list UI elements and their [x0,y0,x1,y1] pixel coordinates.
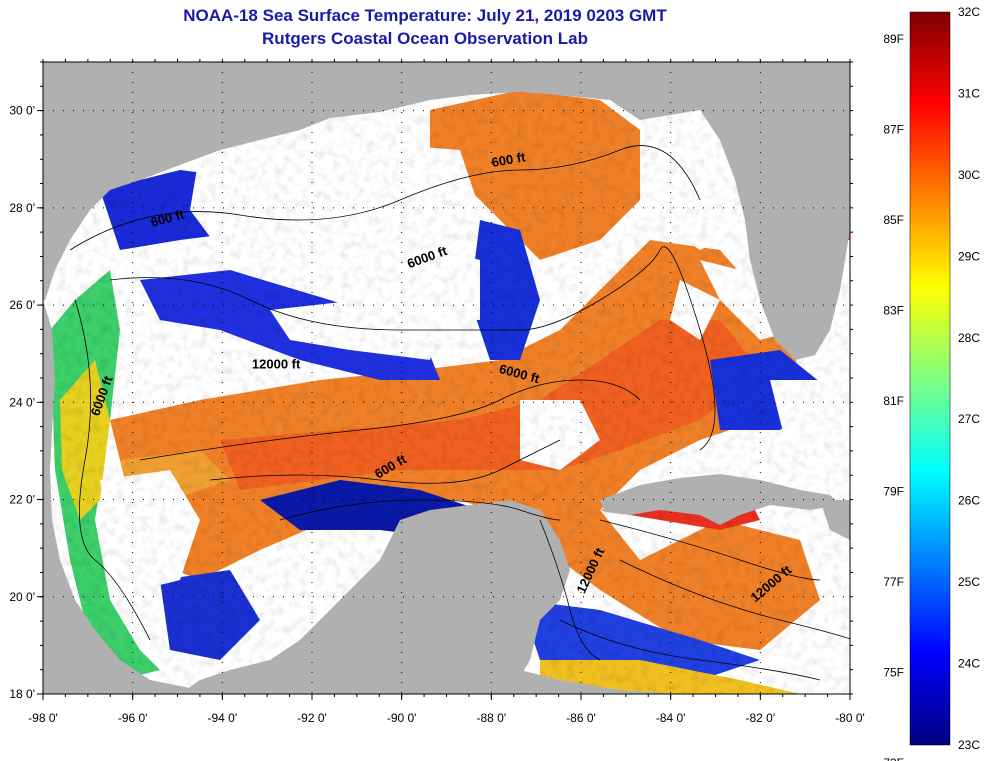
land-masses [43,62,850,694]
colorbar-celsius-label: 32C [958,5,980,19]
lat-tick-label: 24 0' [9,395,35,409]
lat-tick-label: 28 0' [9,201,35,215]
colorbar-celsius-label: 27C [958,412,980,426]
lon-tick-label: -88 0' [477,711,507,725]
contour-label: 600 ft [490,149,527,170]
map-subtitle: Rutgers Coastal Ocean Observation Lab [262,29,588,48]
contour-label: 12000 ft [252,356,301,371]
lon-tick-label: -92 0' [297,711,327,725]
colorbar-labels: 32C 31C 30C 29C 28C 27C 26C 25C 24C 23C 89F 87F 85F 8… [883,5,980,761]
lat-tick-label: 22 0' [9,493,35,507]
lon-tick-label: -94 0' [208,711,238,725]
colorbar-fahrenheit-label: 79F [883,485,904,499]
colorbar-celsius-label: 30C [958,168,980,182]
colorbar-fahrenheit-label: 89F [883,32,904,46]
lat-tick-label: 30 0' [9,104,35,118]
colorbar-celsius-label: 31C [958,86,980,100]
lat-tick-label: 18 0' [9,687,35,701]
colorbar-gradient [909,11,951,746]
lon-tick-label: -86 0' [566,711,596,725]
colorbar-fahrenheit-label: 75F [883,666,904,680]
colorbar-fahrenheit-label: 77F [883,575,904,589]
colorbar-fahrenheit-label: 85F [883,213,904,227]
lon-tick-label: -96 0' [118,711,148,725]
colorbar-celsius-label: 23C [958,738,980,752]
axis-ticks [37,59,853,700]
colorbar-celsius-label: 25C [958,575,980,589]
colorbar-celsius-label: 24C [958,657,980,671]
map-title: NOAA-18 Sea Surface Temperature: July 21… [183,6,667,25]
lon-tick-label: -98 0' [28,711,58,725]
lon-tick-label: -82 0' [746,711,776,725]
depth-contours [69,145,850,681]
colorbar-fahrenheit-label: 87F [883,123,904,137]
colorbar-fahrenheit-label: 83F [883,304,904,318]
colorbar-fahrenheit-label: 73F [883,756,904,761]
lon-tick-label: -90 0' [387,711,417,725]
colorbar-celsius-label: 28C [958,331,980,345]
lat-tick-label: 20 0' [9,590,35,604]
lat-tick-label: 26 0' [9,298,35,312]
colorbar-fahrenheit-label: 81F [883,394,904,408]
colorbar-celsius-label: 26C [958,494,980,508]
colorbar-celsius-label: 29C [958,249,980,263]
lon-tick-label: -80 0' [835,711,865,725]
lon-tick-label: -84 0' [656,711,686,725]
